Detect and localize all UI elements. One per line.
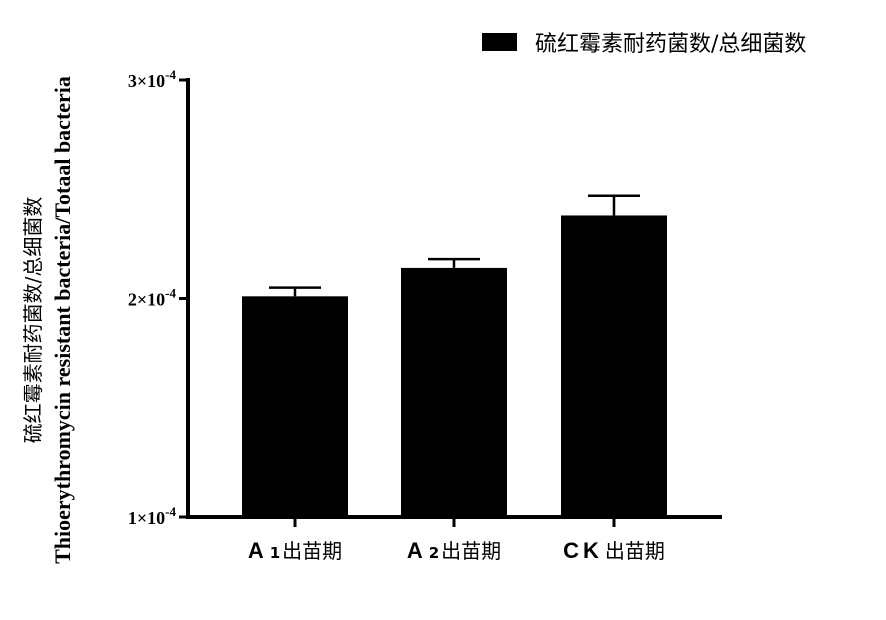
- legend: 硫红霉素耐药菌数/总细菌数: [482, 32, 806, 57]
- bar: [561, 215, 667, 517]
- legend-swatch: [482, 33, 517, 51]
- plot-area: 3×10-4 2×10-4 1×10-4 A 1 出苗期 A 2 出苗期 CK 出苗期: [128, 67, 722, 563]
- y-tick-label: 2×10-4: [128, 286, 177, 310]
- x-tick-label: A 1 出苗期: [248, 538, 342, 563]
- x-tick-label: CK 出苗期: [563, 538, 665, 563]
- y-tick-label: 3×10-4: [128, 67, 177, 91]
- x-tick-label: A 2 出苗期: [407, 538, 501, 563]
- bar: [242, 296, 348, 517]
- y-axis-title-line2: Thioerythromycin resistant bacteria/Tota…: [50, 76, 75, 564]
- legend-label: 硫红霉素耐药菌数/总细菌数: [535, 32, 806, 57]
- y-tick-label: 1×10-4: [128, 504, 177, 528]
- bar: [401, 267, 507, 517]
- y-axis-title: 硫红霉素耐药菌数/总细菌数 Thioerythromycin resistant…: [21, 76, 75, 564]
- y-axis-title-line1: 硫红霉素耐药菌数/总细菌数: [21, 197, 45, 444]
